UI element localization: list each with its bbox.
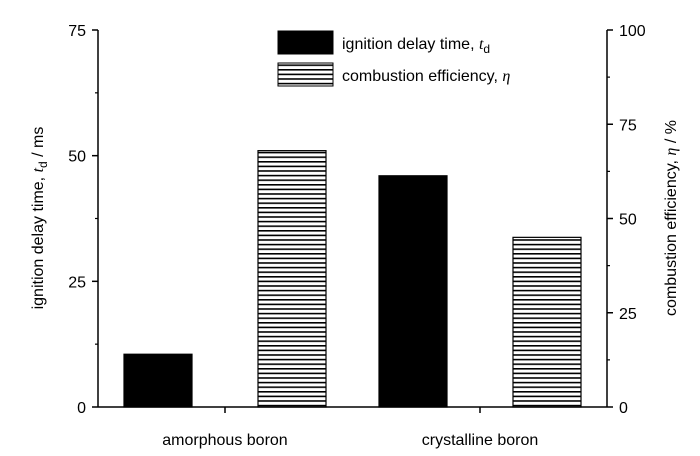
legend-label-combustion-efficiency: combustion efficiency, η [342, 68, 510, 85]
bar-ignition-delay-crystalline-boron [378, 175, 448, 408]
legend-swatch-combustion-efficiency [277, 62, 334, 87]
bars-layer [123, 150, 582, 408]
right-axis-title-symbol: η [663, 148, 680, 156]
legend-label-combustion-efficiency-symbol: η [502, 68, 510, 85]
right-axis-title: combustion efficiency, η / % [663, 120, 680, 316]
left-tick-label: 0 [77, 400, 86, 417]
right-tick-label: 75 [619, 117, 637, 134]
x-category-label-amorphous-boron: amorphous boron [162, 432, 287, 449]
left-axis-title-symbol: t [30, 167, 47, 172]
left-tick-label: 25 [68, 274, 86, 291]
legend-swatch-ignition-delay [277, 30, 334, 55]
legend-label-ignition-delay-subscript: d [483, 42, 490, 56]
bar-combustion-efficiency-crystalline-boron [512, 236, 582, 408]
left-axis-title-suffix: / ms [30, 127, 47, 162]
legend-label-ignition-delay: ignition delay time, td [342, 36, 490, 56]
left-axis-title-subscript: d [36, 161, 50, 168]
right-axis-title-prefix: combustion efficiency, [663, 156, 680, 316]
left-tick-label: 50 [68, 149, 86, 166]
right-axis-title-suffix: / % [663, 120, 680, 148]
x-category-label-crystalline-boron: crystalline boron [422, 432, 539, 449]
legend-label-ignition-delay-symbol: t [479, 36, 484, 53]
bar-combustion-efficiency-amorphous-boron [257, 150, 327, 408]
left-axis-title: ignition delay time, td / ms [30, 127, 50, 310]
right-tick-label: 0 [619, 400, 628, 417]
legend-label-ignition-delay-text: ignition delay time, [342, 36, 479, 53]
right-tick-label: 25 [619, 306, 637, 323]
right-tick-label: 100 [619, 23, 646, 40]
right-tick-label: 50 [619, 212, 637, 229]
bar-ignition-delay-amorphous-boron [123, 353, 193, 408]
legend: ignition delay time, td combustion effic… [277, 30, 510, 87]
legend-label-combustion-efficiency-text: combustion efficiency, [342, 68, 502, 85]
left-axis-title-prefix: ignition delay time, [30, 172, 47, 309]
x-axis-ticks: amorphous boron crystalline boron [162, 407, 538, 449]
right-axis-ticks: 0 25 50 75 100 [607, 23, 646, 417]
left-tick-label: 75 [68, 23, 86, 40]
left-axis-ticks: 0 25 50 75 [68, 23, 98, 417]
